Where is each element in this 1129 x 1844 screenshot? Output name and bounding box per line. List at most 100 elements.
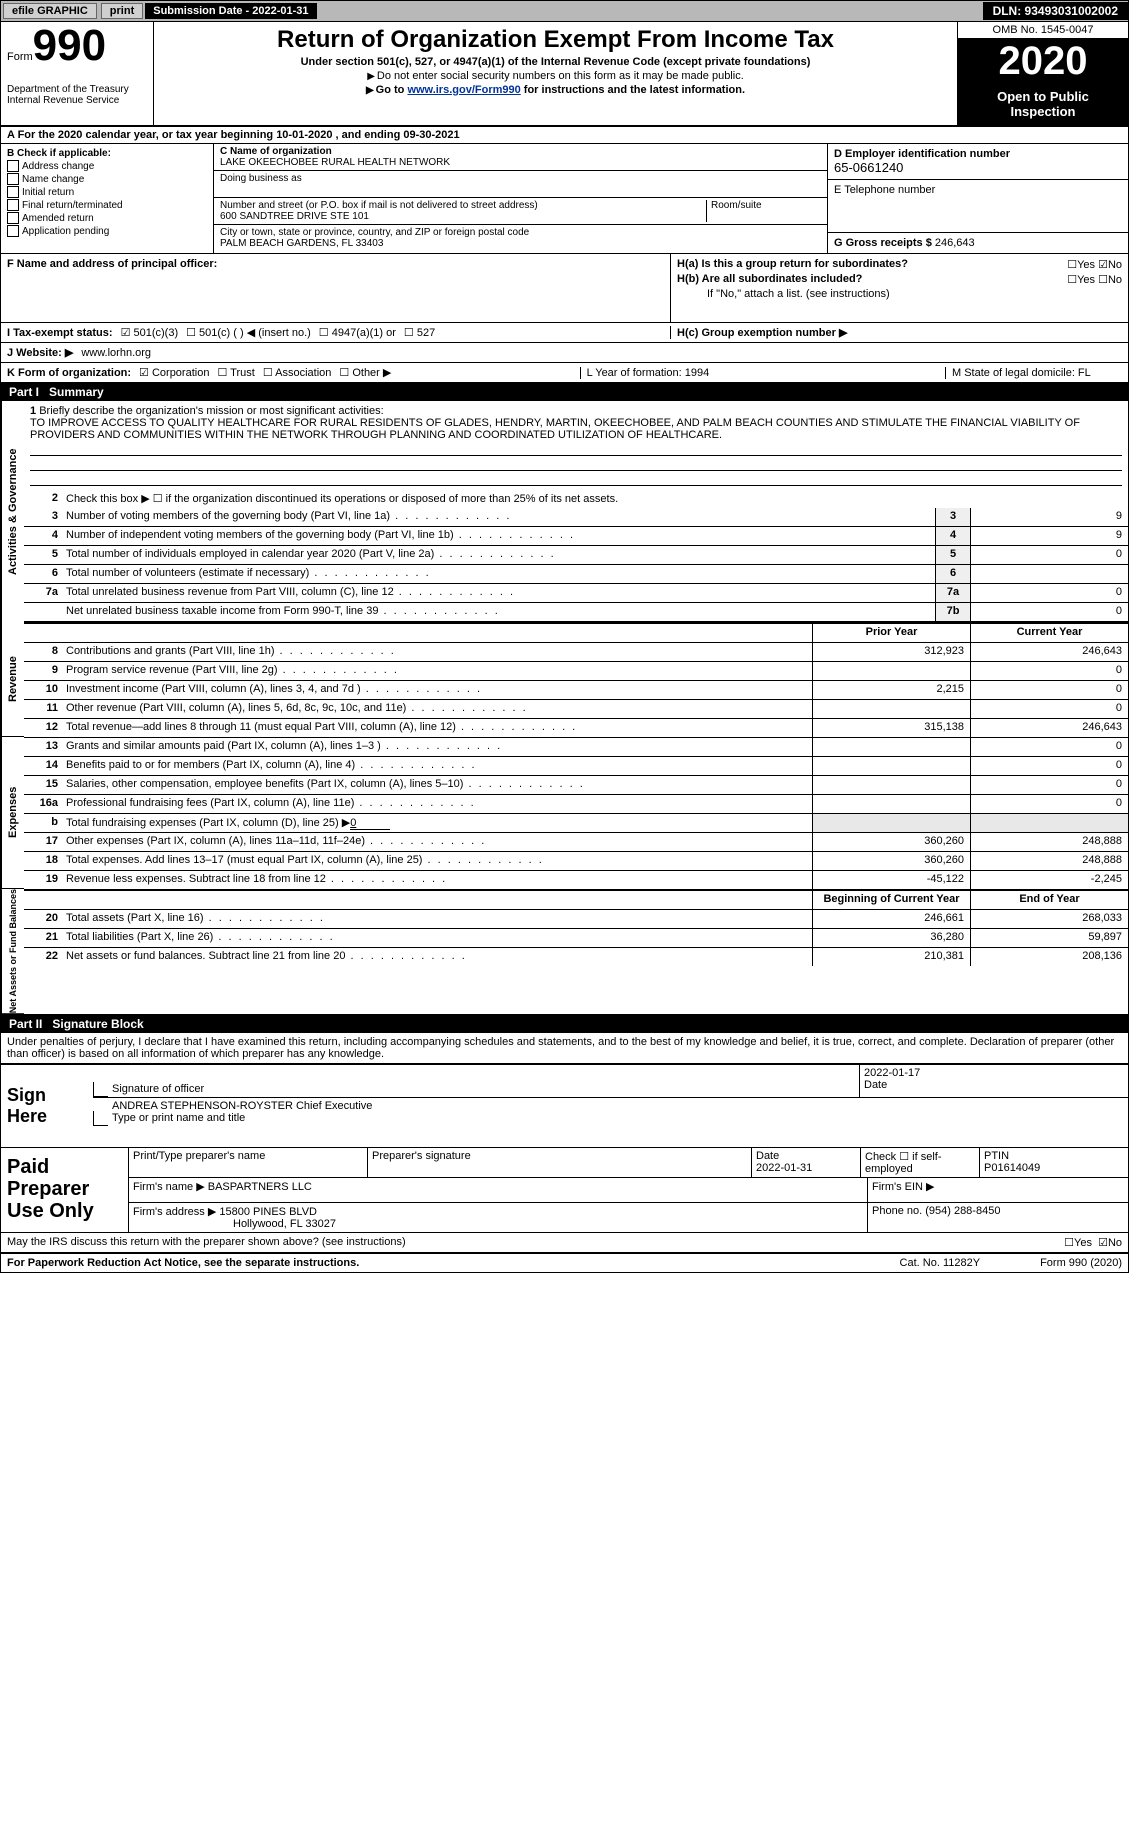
checkbox-address-change[interactable]	[7, 160, 19, 172]
current-year-value: -2,245	[970, 871, 1128, 889]
top-toolbar: efile GRAPHIC print Submission Date - 20…	[0, 0, 1129, 22]
mission-text: TO IMPROVE ACCESS TO QUALITY HEALTHCARE …	[30, 417, 1080, 441]
discuss-text: May the IRS discuss this return with the…	[7, 1236, 406, 1249]
paid-preparer-label: Paid Preparer Use Only	[1, 1148, 128, 1232]
website-value: www.lorhn.org	[81, 347, 151, 359]
table-line-text: Other revenue (Part VIII, column (A), li…	[62, 700, 812, 718]
current-year-value: 268,033	[970, 910, 1128, 928]
current-year-value: 0	[970, 681, 1128, 699]
prior-year-value: 246,661	[812, 910, 970, 928]
table-line-text: Investment income (Part VIII, column (A)…	[62, 681, 812, 699]
signature-officer-label: Signature of officer	[112, 1083, 855, 1095]
box-h-group: H(a) Is this a group return for subordin…	[671, 254, 1128, 322]
gov-line-text: Total number of volunteers (estimate if …	[62, 565, 935, 583]
form-number: 990	[33, 21, 106, 70]
prior-year-value: 36,280	[812, 929, 970, 947]
header-sub2: Do not enter social security numbers on …	[377, 70, 744, 82]
current-year-value: 248,888	[970, 852, 1128, 870]
firm-address-1: 15800 PINES BLVD	[219, 1206, 317, 1218]
current-year-header: Current Year	[970, 624, 1128, 642]
part-2-header: Part II Signature Block	[1, 1015, 1128, 1033]
form-label: Form	[7, 51, 33, 63]
checkbox-initial-return[interactable]	[7, 186, 19, 198]
irs-link[interactable]: www.irs.gov/Form990	[407, 84, 520, 96]
gov-line-text: Total unrelated business revenue from Pa…	[62, 584, 935, 602]
officer-name: ANDREA STEPHENSON-ROYSTER Chief Executiv…	[112, 1100, 1124, 1112]
table-line-text: Salaries, other compensation, employee b…	[62, 776, 812, 794]
prior-year-value: 360,260	[812, 833, 970, 851]
prior-year-value	[812, 738, 970, 756]
current-year-value: 246,643	[970, 643, 1128, 661]
gov-line-value: 9	[970, 527, 1128, 545]
header-sub1: Under section 501(c), 527, or 4947(a)(1)…	[162, 56, 949, 68]
current-year-value: 0	[970, 776, 1128, 794]
room-suite-label: Room/suite	[706, 200, 821, 222]
signature-arrow-icon	[93, 1082, 108, 1097]
print-button[interactable]: print	[101, 3, 143, 19]
firm-phone: Phone no. (954) 288-8450	[872, 1205, 1000, 1217]
row-i-label: I Tax-exempt status:	[7, 327, 113, 339]
form-title: Return of Organization Exempt From Incom…	[162, 26, 949, 54]
current-year-value: 0	[970, 757, 1128, 775]
end-year-header: End of Year	[970, 891, 1128, 909]
current-year-value: 59,897	[970, 929, 1128, 947]
table-line-text: Contributions and grants (Part VIII, lin…	[62, 643, 812, 661]
box-b-title: B Check if applicable:	[7, 148, 207, 159]
prior-year-value: 210,381	[812, 948, 970, 966]
firm-name: BASPARTNERS LLC	[208, 1181, 312, 1193]
ptin-value: P01614049	[984, 1162, 1040, 1174]
prior-year-header: Prior Year	[812, 624, 970, 642]
prior-year-value: 360,260	[812, 852, 970, 870]
vlabel-net-assets: Net Assets or Fund Balances	[1, 889, 24, 1014]
gov-line-value: 0	[970, 584, 1128, 602]
sign-date: 2022-01-17	[864, 1067, 1124, 1079]
prior-year-value: 312,923	[812, 643, 970, 661]
submission-date: Submission Date - 2022-01-31	[145, 3, 316, 19]
prior-year-value	[812, 795, 970, 813]
table-line-text: Professional fundraising fees (Part IX, …	[62, 795, 812, 813]
header-sub3a: Go to	[376, 84, 408, 96]
table-line-text: Total revenue—add lines 8 through 11 (mu…	[62, 719, 812, 737]
box-f-principal-officer: F Name and address of principal officer:	[1, 254, 671, 322]
line-2: Check this box ▶ ☐ if the organization d…	[62, 490, 1128, 508]
row-k-label: K Form of organization:	[7, 367, 131, 379]
department-label: Department of the Treasury Internal Reve…	[7, 84, 147, 106]
gross-receipts-value: 246,643	[935, 237, 975, 249]
table-line-text: Program service revenue (Part VIII, line…	[62, 662, 812, 680]
checkbox-amended-return[interactable]	[7, 212, 19, 224]
vlabel-expenses: Expenses	[1, 737, 24, 889]
row-j-label: J Website: ▶	[7, 346, 73, 359]
checkbox-final-return[interactable]	[7, 199, 19, 211]
vlabel-governance: Activities & Governance	[1, 401, 24, 622]
current-year-value: 0	[970, 738, 1128, 756]
city-label: City or town, state or province, country…	[220, 227, 821, 238]
current-year-value: 246,643	[970, 719, 1128, 737]
gov-line-value	[970, 565, 1128, 583]
prior-year-value	[812, 700, 970, 718]
current-year-value: 208,136	[970, 948, 1128, 966]
hc-label: H(c) Group exemption number ▶	[677, 327, 847, 339]
paperwork-notice: For Paperwork Reduction Act Notice, see …	[7, 1257, 359, 1269]
prior-year-value: 2,215	[812, 681, 970, 699]
gross-receipts-label: G Gross receipts $	[834, 237, 932, 249]
dba-label: Doing business as	[220, 173, 821, 184]
efile-graphic-button[interactable]: efile GRAPHIC	[3, 3, 97, 19]
form-header: Form990 Department of the Treasury Inter…	[1, 22, 1128, 127]
city-state-zip: PALM BEACH GARDENS, FL 33403	[220, 238, 821, 249]
firm-address-2: Hollywood, FL 33027	[133, 1218, 336, 1230]
table-line-text: Total expenses. Add lines 13–17 (must eq…	[62, 852, 812, 870]
box-d-right: D Employer identification number 65-0661…	[827, 144, 1128, 253]
omb-number: OMB No. 1545-0047	[958, 22, 1128, 39]
penalties-text: Under penalties of perjury, I declare th…	[1, 1033, 1128, 1064]
checkbox-application-pending[interactable]	[7, 225, 19, 237]
table-line-text: Total assets (Part X, line 16)	[62, 910, 812, 928]
checkbox-name-change[interactable]	[7, 173, 19, 185]
table-line-text: Total liabilities (Part X, line 26)	[62, 929, 812, 947]
part-1-header: Part I Summary	[1, 383, 1128, 401]
line-16b: Total fundraising expenses (Part IX, col…	[66, 817, 350, 829]
table-line-text: Other expenses (Part IX, column (A), lin…	[62, 833, 812, 851]
table-line-text: Net assets or fund balances. Subtract li…	[62, 948, 812, 966]
briefly-lead: Briefly describe the organization's miss…	[39, 405, 383, 417]
table-line-text: Benefits paid to or for members (Part IX…	[62, 757, 812, 775]
gov-line-text: Net unrelated business taxable income fr…	[62, 603, 935, 621]
